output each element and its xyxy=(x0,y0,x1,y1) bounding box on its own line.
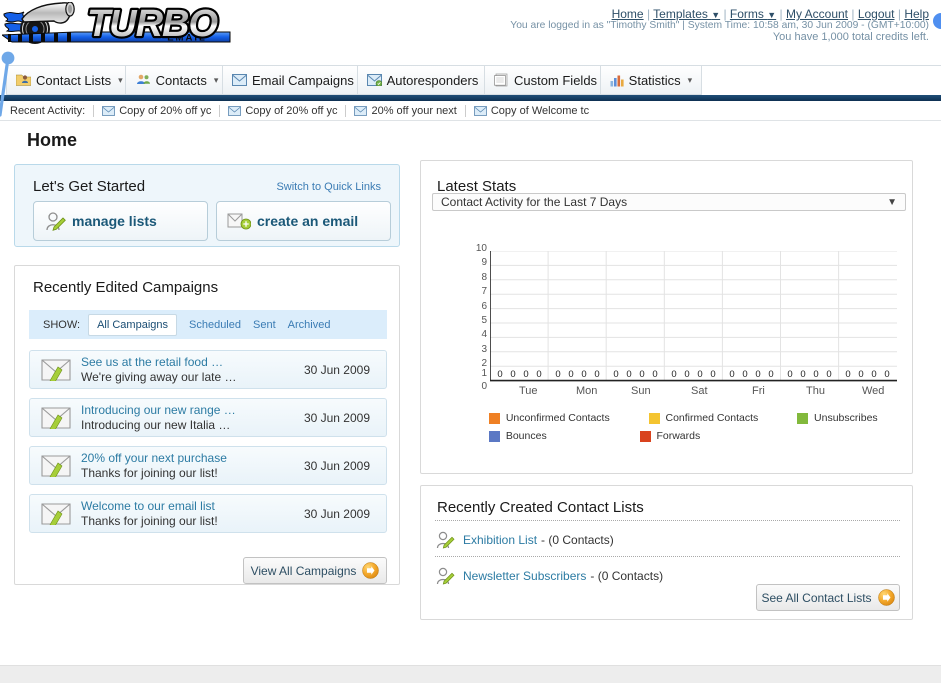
svg-text:0: 0 xyxy=(555,369,560,380)
svg-text:0: 0 xyxy=(594,369,599,380)
svg-text:0: 0 xyxy=(800,369,805,380)
svg-text:0: 0 xyxy=(813,369,818,380)
svg-text:0: 0 xyxy=(568,369,573,380)
svg-text:0: 0 xyxy=(510,369,515,380)
svg-text:0: 0 xyxy=(581,369,586,380)
svg-text:0: 0 xyxy=(497,369,502,380)
svg-text:0: 0 xyxy=(755,369,760,380)
svg-text:0: 0 xyxy=(884,369,889,380)
svg-text:0: 0 xyxy=(742,369,747,380)
svg-text:0: 0 xyxy=(729,369,734,380)
svg-text:TURBO: TURBO xyxy=(87,3,218,45)
svg-text:0: 0 xyxy=(626,369,631,380)
svg-text:0: 0 xyxy=(858,369,863,380)
svg-text:0: 0 xyxy=(639,369,644,380)
svg-text:0: 0 xyxy=(536,369,541,380)
svg-text:0: 0 xyxy=(710,369,715,380)
svg-text:0: 0 xyxy=(523,369,528,380)
svg-text:0: 0 xyxy=(652,369,657,380)
svg-text:0: 0 xyxy=(684,369,689,380)
svg-text:0: 0 xyxy=(787,369,792,380)
svg-text:0: 0 xyxy=(871,369,876,380)
svg-text:0: 0 xyxy=(613,369,618,380)
svg-text:0: 0 xyxy=(845,369,850,380)
svg-text:0: 0 xyxy=(671,369,676,380)
svg-text:0: 0 xyxy=(768,369,773,380)
svg-text:0: 0 xyxy=(826,369,831,380)
svg-text:0: 0 xyxy=(697,369,702,380)
